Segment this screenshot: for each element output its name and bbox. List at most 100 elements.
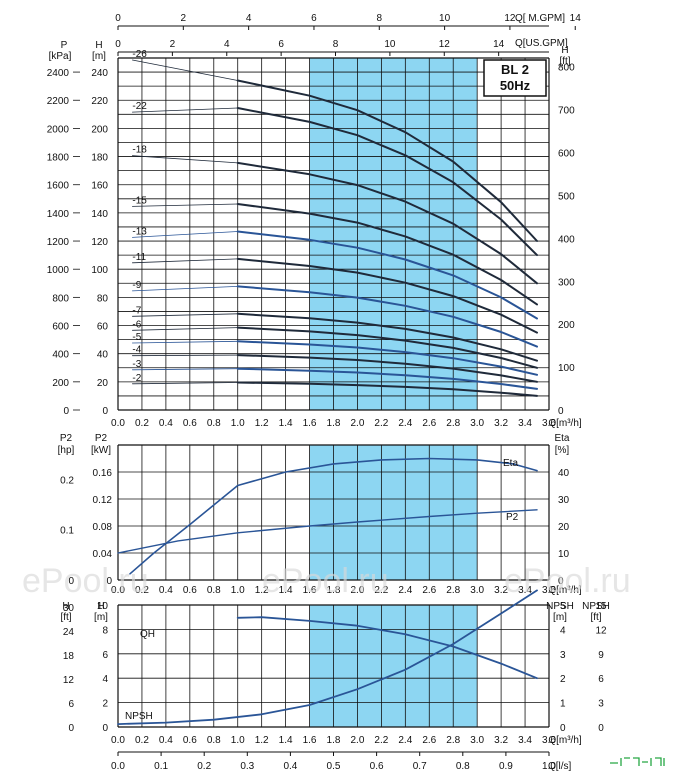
p2-kw-tick: 0.08 <box>93 522 113 533</box>
head-ft-tick: 200 <box>558 320 575 331</box>
q-axis-middle-tick: 0.6 <box>183 585 197 596</box>
npsh-m-tick: 5 <box>560 601 566 612</box>
head-curve-label: -18 <box>132 145 147 156</box>
npsh-ft-tick: 6 <box>598 674 604 685</box>
top-usgpm-tick: 14 <box>493 39 505 50</box>
ls-tick: 0.1 <box>154 761 168 772</box>
q-axis-bottom-tick: 2.4 <box>398 735 412 746</box>
head-curve-leader <box>132 155 239 164</box>
q-axis-bottom-tick: 1.4 <box>279 735 293 746</box>
q-axis-middle-tick: 0.0 <box>111 585 125 596</box>
npsh-ft-tick: 9 <box>598 650 604 661</box>
head-curve <box>236 367 538 390</box>
q-axis-bottom-tick: 1.0 <box>231 735 245 746</box>
eta-tick: 0 <box>558 576 564 587</box>
q-axis-top-tick: 0.8 <box>207 418 221 429</box>
labels-layer: 0200400600800100012001400160018002000220… <box>47 13 610 772</box>
model-frequency: 50Hz <box>500 78 531 93</box>
eta-curve <box>129 457 538 575</box>
q-axis-middle-label: Q[m³/h] <box>548 585 582 596</box>
watermark-center: ePool.ru <box>262 562 389 600</box>
pressure-tick: 400 <box>52 350 69 361</box>
h-ft-axis-label: H <box>62 601 69 612</box>
p2-kw-tick: 0.16 <box>93 468 113 479</box>
head-curve <box>236 285 538 348</box>
h-ft-tick: 6 <box>68 699 74 710</box>
p2-kw-axis-label: P2 <box>95 433 108 444</box>
ls-tick: 0.4 <box>283 761 297 772</box>
npsh-m-tick: 1 <box>560 699 566 710</box>
h-ft-tick: 0 <box>68 723 74 734</box>
head-curve-label: -11 <box>132 252 146 263</box>
q-axis-bottom-tick: 2.6 <box>422 735 436 746</box>
head-m-tick: 0 <box>102 406 108 417</box>
head-curve-label: -9 <box>132 280 141 291</box>
q-axis-bottom-tick: 0.0 <box>111 735 125 746</box>
ls-tick: 1.0 <box>542 761 556 772</box>
q-axis-top-tick: 1.8 <box>327 418 341 429</box>
model-name: BL 2 <box>501 62 529 77</box>
q-axis-top-tick: 0.0 <box>111 418 125 429</box>
q-axis-bottom-tick: 3.0 <box>470 735 484 746</box>
h-m-tick: 10 <box>97 601 109 612</box>
pressure-tick: 600 <box>52 322 69 333</box>
top-mgpm-tick: 6 <box>311 13 317 24</box>
q-axis-middle-tick: 3.6 <box>542 585 556 596</box>
head-curve-leader <box>132 313 239 317</box>
head-m-tick: 240 <box>91 68 108 79</box>
brand-logo <box>606 754 670 767</box>
head-curve <box>236 257 538 334</box>
h-ft-tick: 30 <box>63 603 75 614</box>
top-mgpm-tick: 10 <box>439 13 451 24</box>
h-m-axis-unit: [m] <box>94 612 108 623</box>
pressure-tick: 1600 <box>47 181 70 192</box>
head-ft-tick: 600 <box>558 149 575 160</box>
q-axis-bottom-tick: 0.6 <box>183 735 197 746</box>
q-axis-top-tick: 2.4 <box>398 418 412 429</box>
q-axis-bottom-tick: 2.0 <box>350 735 364 746</box>
q-axis-top-tick: 2.8 <box>446 418 460 429</box>
head-curve-leader <box>132 327 239 331</box>
h-ft-tick: 12 <box>63 675 75 686</box>
ls-tick: 0.0 <box>111 761 125 772</box>
h-m-tick: 8 <box>102 625 108 636</box>
p2-hp-tick: 0.1 <box>60 526 74 537</box>
head-m-axis-unit: [m] <box>92 51 106 62</box>
pressure-tick: 2200 <box>47 96 70 107</box>
head-curve-label: -13 <box>132 226 147 237</box>
top-usgpm-tick: 4 <box>224 39 230 50</box>
p2-kw-tick: 0.04 <box>93 549 113 560</box>
q-axis-bottom-tick: 0.8 <box>207 735 221 746</box>
top-mgpm-tick: 8 <box>377 13 383 24</box>
head-ft-tick: 800 <box>558 63 575 74</box>
h-m-tick: 0 <box>102 723 108 734</box>
npsh-m-tick: 4 <box>560 625 566 636</box>
q-axis-top-tick: 1.6 <box>303 418 317 429</box>
q-axis-middle-tick: 2.2 <box>374 585 388 596</box>
top-usgpm-tick: 12 <box>439 39 451 50</box>
pressure-tick: 2000 <box>47 124 70 135</box>
pressure-tick: 200 <box>52 378 69 389</box>
head-curve-label: -22 <box>132 101 147 112</box>
h-m-tick: 6 <box>102 650 108 661</box>
q-axis-top-tick: 1.0 <box>231 418 245 429</box>
pressure-tick: 1400 <box>47 209 70 220</box>
pressure-axis-label: P <box>61 40 68 51</box>
head-curve-leader <box>132 231 239 238</box>
q-axis-top-tick: 2.6 <box>422 418 436 429</box>
head-ft-tick: 400 <box>558 234 575 245</box>
q-axis-top-tick: 3.2 <box>494 418 508 429</box>
q-axis-top-tick: 1.2 <box>255 418 269 429</box>
qh-curve <box>236 616 538 680</box>
q-axis-middle-tick: 1.0 <box>231 585 245 596</box>
head-m-tick: 120 <box>91 237 108 248</box>
head-ft-tick: 100 <box>558 363 575 374</box>
head-curve-label: -4 <box>132 345 141 356</box>
eta-tick: 30 <box>558 495 570 506</box>
head-curve <box>236 340 538 376</box>
p2-kw-tick: 0 <box>106 576 112 587</box>
top-usgpm-tick: 6 <box>278 39 284 50</box>
efficiency-band-layer <box>309 58 478 727</box>
h-ft-axis-unit: [ft] <box>60 612 71 623</box>
npsh-ft-tick: 3 <box>598 699 604 710</box>
